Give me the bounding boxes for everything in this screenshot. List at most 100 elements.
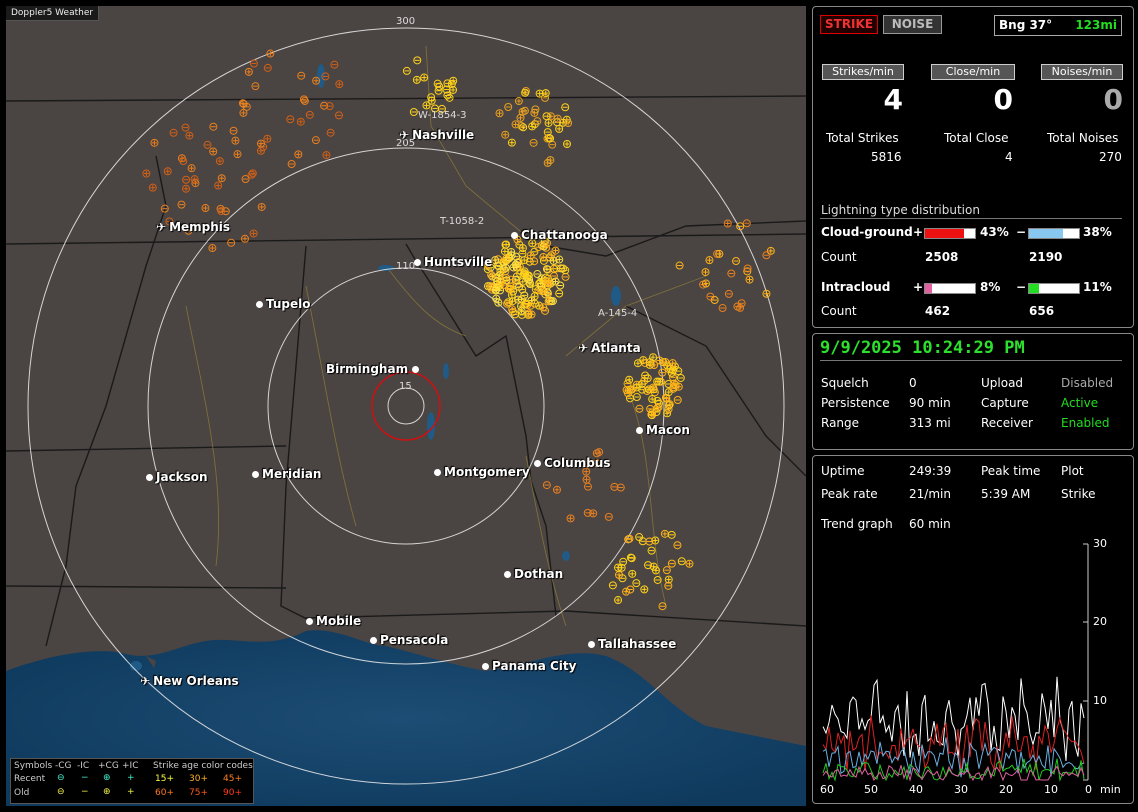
noise-button[interactable]: NOISE xyxy=(883,15,942,34)
strike-symbol xyxy=(673,395,682,404)
close-per-min-button[interactable]: Close/min xyxy=(931,64,1015,80)
strike-symbol xyxy=(182,184,191,193)
map-marker: T-1058-2 xyxy=(440,216,485,227)
strike-symbol xyxy=(661,357,670,366)
strike-symbol xyxy=(511,260,520,269)
city-dot-icon xyxy=(534,460,541,467)
strike-symbol xyxy=(518,285,527,294)
strike-symbol xyxy=(506,275,515,284)
strike-symbol xyxy=(263,63,272,72)
range-label: 205 xyxy=(396,138,416,149)
strike-symbol xyxy=(608,581,617,590)
strike-symbol xyxy=(214,181,223,190)
strike-symbol xyxy=(583,482,592,491)
strike-symbol xyxy=(322,151,331,160)
strike-symbol xyxy=(505,284,514,293)
noises-per-min-button[interactable]: Noises/min xyxy=(1041,64,1123,80)
strike-symbol xyxy=(537,282,546,291)
peak-time-label: Peak time xyxy=(981,464,1041,478)
squelch-value: 0 xyxy=(909,376,917,390)
cg-negative-pct: 38% xyxy=(1083,225,1112,239)
city-jackson: Jackson xyxy=(146,470,208,484)
strike-symbol xyxy=(483,260,492,269)
strike-symbol xyxy=(762,251,771,260)
strike-symbol xyxy=(238,99,247,108)
strike-symbol xyxy=(321,72,330,81)
strike-symbol xyxy=(610,482,619,491)
strike-symbol xyxy=(251,82,260,91)
strike-symbol xyxy=(181,123,190,132)
plus-icon: + xyxy=(913,225,924,239)
total-close-label: Total Close xyxy=(944,131,1009,145)
strike-symbol xyxy=(330,60,339,69)
app-title-tag: Doppler5 Weather xyxy=(6,6,100,21)
strike-symbol xyxy=(142,169,151,178)
ic-positive-pct: 8% xyxy=(980,280,1001,294)
strike-symbol xyxy=(297,71,306,80)
strike-symbol xyxy=(305,110,314,119)
strike-symbol xyxy=(434,86,443,95)
strike-symbol xyxy=(443,91,452,100)
airport-icon: ✈ xyxy=(140,674,151,688)
strike-symbol xyxy=(287,159,296,168)
range-label: 300 xyxy=(396,16,416,27)
strike-symbol xyxy=(541,93,550,102)
strike-symbol xyxy=(614,563,623,572)
strike-symbol xyxy=(249,229,258,238)
ic-count-label: Count xyxy=(821,304,857,318)
strike-symbol xyxy=(184,226,193,235)
strike-symbol xyxy=(524,271,533,280)
strike-symbol xyxy=(674,367,683,376)
plot-label: Plot xyxy=(1061,464,1084,478)
city-nashville: ✈ Nashville xyxy=(399,128,475,142)
minus-icon: − xyxy=(1016,225,1027,239)
range-label: 15 xyxy=(399,381,412,392)
city-dot-icon xyxy=(146,474,153,481)
strike-symbol xyxy=(483,265,492,274)
strike-symbol xyxy=(564,119,573,128)
strike-symbol xyxy=(504,298,513,307)
strike-symbol xyxy=(724,289,733,298)
strike-symbol xyxy=(240,234,249,243)
strike-symbol xyxy=(647,546,656,555)
strike-symbol xyxy=(531,105,540,114)
strike-symbol xyxy=(445,93,454,102)
strikes-per-min-value: 4 xyxy=(883,83,903,116)
trend-graph xyxy=(822,543,1089,782)
lightning-map[interactable]: Doppler5 Weather 300 205 110 15 W-1854-3… xyxy=(6,6,806,806)
strike-symbol xyxy=(551,277,560,286)
strikes-per-min-button[interactable]: Strikes/min xyxy=(822,64,904,80)
strike-symbol xyxy=(334,111,343,120)
plot-value[interactable]: Strike xyxy=(1061,487,1096,501)
strike-symbol xyxy=(182,175,191,184)
airport-icon: ✈ xyxy=(399,128,410,142)
strike-button[interactable]: STRIKE xyxy=(820,15,878,34)
strike-symbol xyxy=(187,164,196,173)
strike-symbol xyxy=(442,85,451,94)
strike-symbol xyxy=(160,204,169,213)
strike-symbol xyxy=(668,359,677,368)
strike-symbol xyxy=(325,102,334,111)
strike-symbol xyxy=(663,409,672,418)
upload-value: Disabled xyxy=(1061,376,1114,390)
strike-symbol xyxy=(299,95,308,104)
strike-symbol xyxy=(633,359,642,368)
strike-symbol xyxy=(492,294,501,303)
strike-symbol xyxy=(528,239,537,248)
close-per-min-value: 0 xyxy=(993,83,1013,116)
city-dot-icon xyxy=(306,618,313,625)
x-unit: min xyxy=(1100,783,1121,796)
strike-symbol xyxy=(552,485,561,494)
city-dothan: Dothan xyxy=(504,567,563,581)
x-tick: 10 xyxy=(1044,783,1058,796)
strike-symbol xyxy=(541,273,550,282)
city-tallahassee: Tallahassee xyxy=(588,637,676,651)
strike-symbol xyxy=(582,467,591,476)
city-dot-icon xyxy=(256,301,263,308)
airport-icon: ✈ xyxy=(578,341,589,355)
strike-symbol xyxy=(227,238,236,247)
symbol-legend: Symbols -CG -IC +CG +IC Strike age color… xyxy=(10,758,254,804)
old-pos-cg-icon: ⊕ xyxy=(103,787,111,797)
stats-panel: STRIKE NOISE Bng 37° 123mi Strikes/min C… xyxy=(812,6,1134,328)
strike-symbol xyxy=(263,134,272,143)
